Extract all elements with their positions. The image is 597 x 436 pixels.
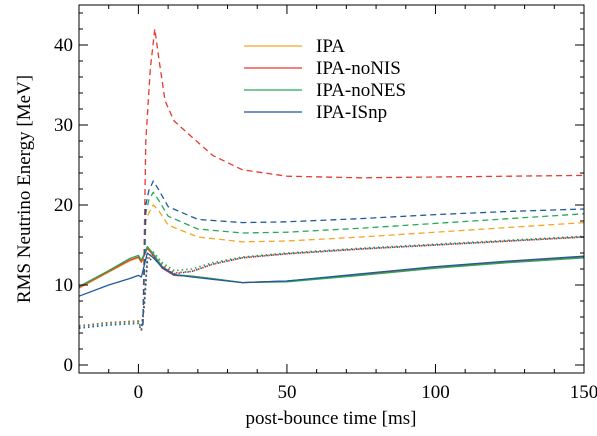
y-axis-title: RMS Neutrino Energy [MeV] (14, 75, 35, 303)
y-tick-label: 10 (54, 275, 73, 296)
series-ipa-isnp-dotted-line (78, 236, 585, 332)
series-ipa-nonis-dashed-line (142, 28, 585, 326)
series-ipa-nones-dotted-line (78, 235, 585, 331)
series-ipa-isnp-dashed-line (142, 180, 585, 326)
y-tick-label: 30 (54, 115, 73, 136)
x-tick-label: 150 (570, 382, 597, 403)
x-tick-label: 50 (277, 382, 296, 403)
x-tick-label: 0 (134, 382, 144, 403)
series-ipa-nones-dashed-line (142, 191, 585, 326)
legend-label: IPA-noNIS (316, 58, 401, 79)
series-ipa-isnp-solid-line (78, 252, 585, 297)
series-ipa-nones-solid-line (78, 245, 585, 288)
y-tick-label: 0 (64, 355, 74, 376)
series-ipa-nonis-solid-line (78, 247, 585, 288)
series-layer (78, 28, 585, 332)
series-ipa-nonis-dotted-line (78, 236, 585, 330)
y-tick-label: 20 (54, 195, 73, 216)
legend-label: IPA-noNES (316, 80, 406, 101)
legend-label: IPA (316, 36, 345, 57)
x-tick-label: 100 (421, 382, 450, 403)
series-ipa-solid-line (78, 247, 585, 289)
legend-label: IPA-ISnp (316, 102, 387, 123)
ticks-layer: 0 50 100 150 0 10 20 30 40 (54, 5, 597, 403)
x-axis-title: post-bounce time [ms] (246, 408, 417, 429)
series-ipa-dashed-line (142, 204, 585, 326)
y-tick-label: 40 (54, 35, 73, 56)
